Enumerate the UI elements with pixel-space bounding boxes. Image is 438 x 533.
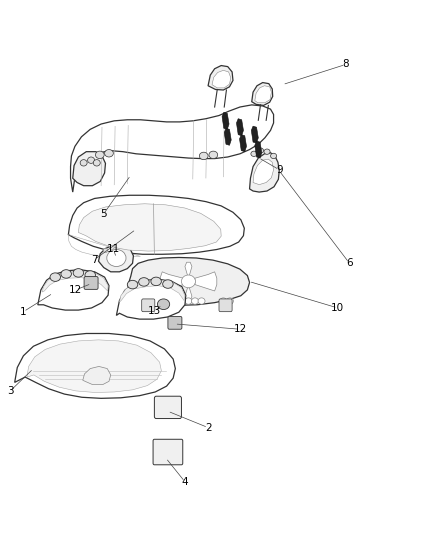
Polygon shape	[68, 195, 244, 254]
Polygon shape	[185, 262, 192, 276]
Ellipse shape	[127, 280, 138, 289]
Ellipse shape	[85, 271, 95, 279]
Ellipse shape	[251, 151, 257, 157]
Ellipse shape	[226, 298, 233, 304]
Polygon shape	[73, 152, 106, 185]
Ellipse shape	[154, 298, 161, 304]
Ellipse shape	[271, 154, 277, 159]
Polygon shape	[38, 270, 109, 310]
Ellipse shape	[50, 273, 60, 281]
Ellipse shape	[105, 150, 113, 157]
Ellipse shape	[151, 277, 161, 286]
Ellipse shape	[198, 298, 205, 304]
Text: 8: 8	[343, 60, 349, 69]
Ellipse shape	[258, 148, 264, 154]
Polygon shape	[99, 245, 134, 272]
Polygon shape	[222, 112, 229, 130]
Polygon shape	[120, 280, 185, 302]
FancyBboxPatch shape	[153, 439, 183, 465]
Ellipse shape	[61, 270, 71, 278]
Polygon shape	[117, 279, 186, 319]
Polygon shape	[14, 334, 175, 398]
FancyBboxPatch shape	[168, 317, 182, 329]
Polygon shape	[195, 272, 217, 291]
Polygon shape	[250, 153, 279, 192]
Ellipse shape	[199, 152, 208, 160]
Polygon shape	[128, 257, 250, 305]
Ellipse shape	[73, 269, 84, 277]
Text: 6: 6	[346, 258, 353, 268]
FancyBboxPatch shape	[84, 277, 98, 289]
Text: 11: 11	[107, 244, 120, 254]
Polygon shape	[255, 141, 262, 158]
Polygon shape	[224, 128, 231, 146]
Polygon shape	[251, 126, 258, 143]
FancyBboxPatch shape	[219, 299, 232, 312]
Polygon shape	[78, 204, 221, 251]
Ellipse shape	[110, 245, 114, 249]
Ellipse shape	[220, 298, 227, 304]
FancyBboxPatch shape	[142, 299, 155, 312]
Text: 12: 12	[233, 324, 247, 334]
Ellipse shape	[141, 298, 148, 304]
Text: 5: 5	[100, 209, 106, 220]
FancyBboxPatch shape	[154, 396, 181, 418]
Ellipse shape	[162, 280, 173, 288]
Polygon shape	[208, 66, 233, 90]
Ellipse shape	[181, 275, 195, 288]
Text: 13: 13	[148, 306, 161, 316]
Ellipse shape	[88, 157, 95, 164]
Text: 1: 1	[20, 306, 27, 317]
Ellipse shape	[191, 298, 198, 304]
Polygon shape	[240, 135, 247, 152]
Text: 7: 7	[91, 255, 98, 264]
Ellipse shape	[185, 298, 192, 304]
Polygon shape	[237, 119, 244, 136]
Text: 12: 12	[69, 285, 82, 295]
Text: 3: 3	[7, 386, 14, 396]
Polygon shape	[83, 367, 111, 384]
Polygon shape	[253, 159, 274, 184]
Polygon shape	[212, 70, 231, 88]
Ellipse shape	[80, 160, 87, 166]
Text: 4: 4	[182, 477, 188, 487]
Ellipse shape	[107, 249, 126, 266]
Ellipse shape	[95, 151, 104, 159]
Polygon shape	[185, 288, 192, 301]
Ellipse shape	[148, 298, 155, 304]
Ellipse shape	[264, 149, 270, 155]
Polygon shape	[42, 271, 108, 292]
Polygon shape	[160, 272, 183, 291]
Ellipse shape	[139, 278, 149, 286]
Text: 2: 2	[205, 423, 212, 433]
Text: 9: 9	[276, 165, 283, 175]
Polygon shape	[27, 340, 161, 392]
Polygon shape	[255, 86, 272, 103]
Ellipse shape	[209, 151, 218, 159]
Text: 10: 10	[331, 303, 344, 313]
Polygon shape	[71, 105, 274, 192]
Ellipse shape	[157, 299, 170, 310]
Ellipse shape	[103, 248, 108, 253]
Ellipse shape	[93, 160, 100, 166]
Polygon shape	[252, 83, 273, 106]
